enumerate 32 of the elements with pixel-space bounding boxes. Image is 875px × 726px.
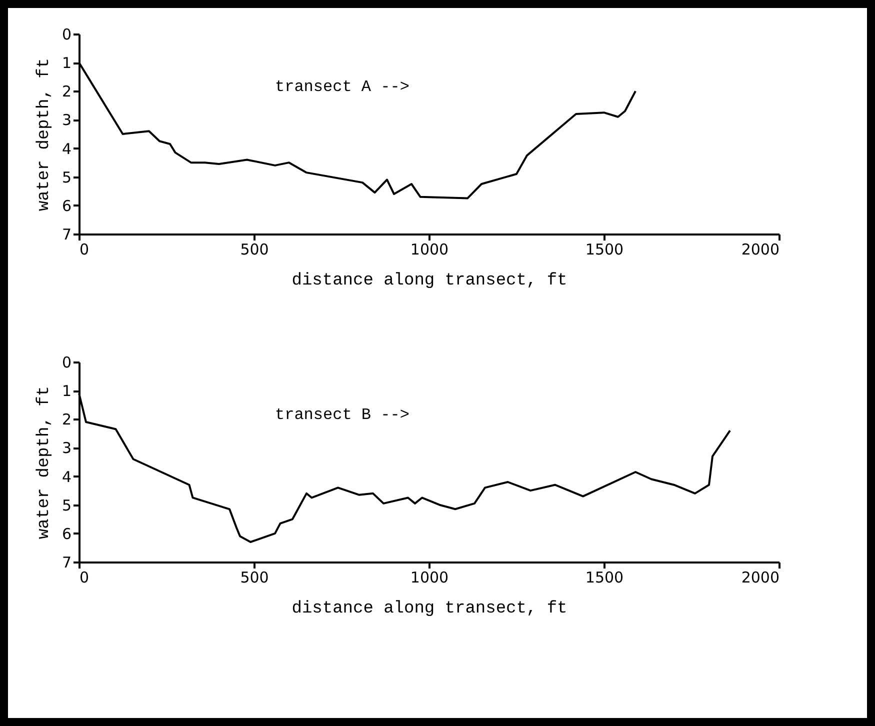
annotation: transect B --> [275,406,410,424]
y-tick-label: 4 [62,140,72,158]
y-tick-label: 6 [62,524,72,543]
x-tick-label: 1500 [585,568,624,586]
y-tick-label: 7 [62,226,72,244]
y-tick-label: 7 [62,554,72,572]
x-tick-label: 1000 [410,240,449,258]
annotation: transect A --> [275,78,410,96]
x-axis-title: distance along transect, ft [292,600,568,618]
x-tick-label: 2000 [741,568,780,586]
x-tick-label: 500 [240,568,269,586]
x-tick-label: 1500 [585,240,624,258]
y-tick-label: 4 [62,468,72,486]
x-tick-label: 1000 [410,568,449,586]
y-tick-label: 6 [62,196,72,215]
y-tick-label: 1 [62,54,72,72]
y-tick-label: 0 [62,354,72,372]
y-tick-label: 1 [62,382,72,400]
y-tick-label: 3 [62,111,72,130]
x-tick-label: 500 [240,240,269,258]
y-tick-label: 5 [62,168,72,186]
x-tick-label: 2000 [741,240,780,258]
x-tick-label: 0 [80,568,90,586]
y-tick-label: 3 [62,439,72,458]
y-tick-label: 5 [62,496,72,514]
x-axis-title: distance along transect, ft [292,272,568,290]
y-tick-label: 2 [62,410,72,429]
y-axis-title: water depth, ft [34,386,54,540]
y-tick-label: 0 [62,26,72,44]
x-tick-label: 0 [80,240,90,258]
y-tick-label: 2 [62,82,72,101]
y-axis-title: water depth, ft [34,58,54,212]
